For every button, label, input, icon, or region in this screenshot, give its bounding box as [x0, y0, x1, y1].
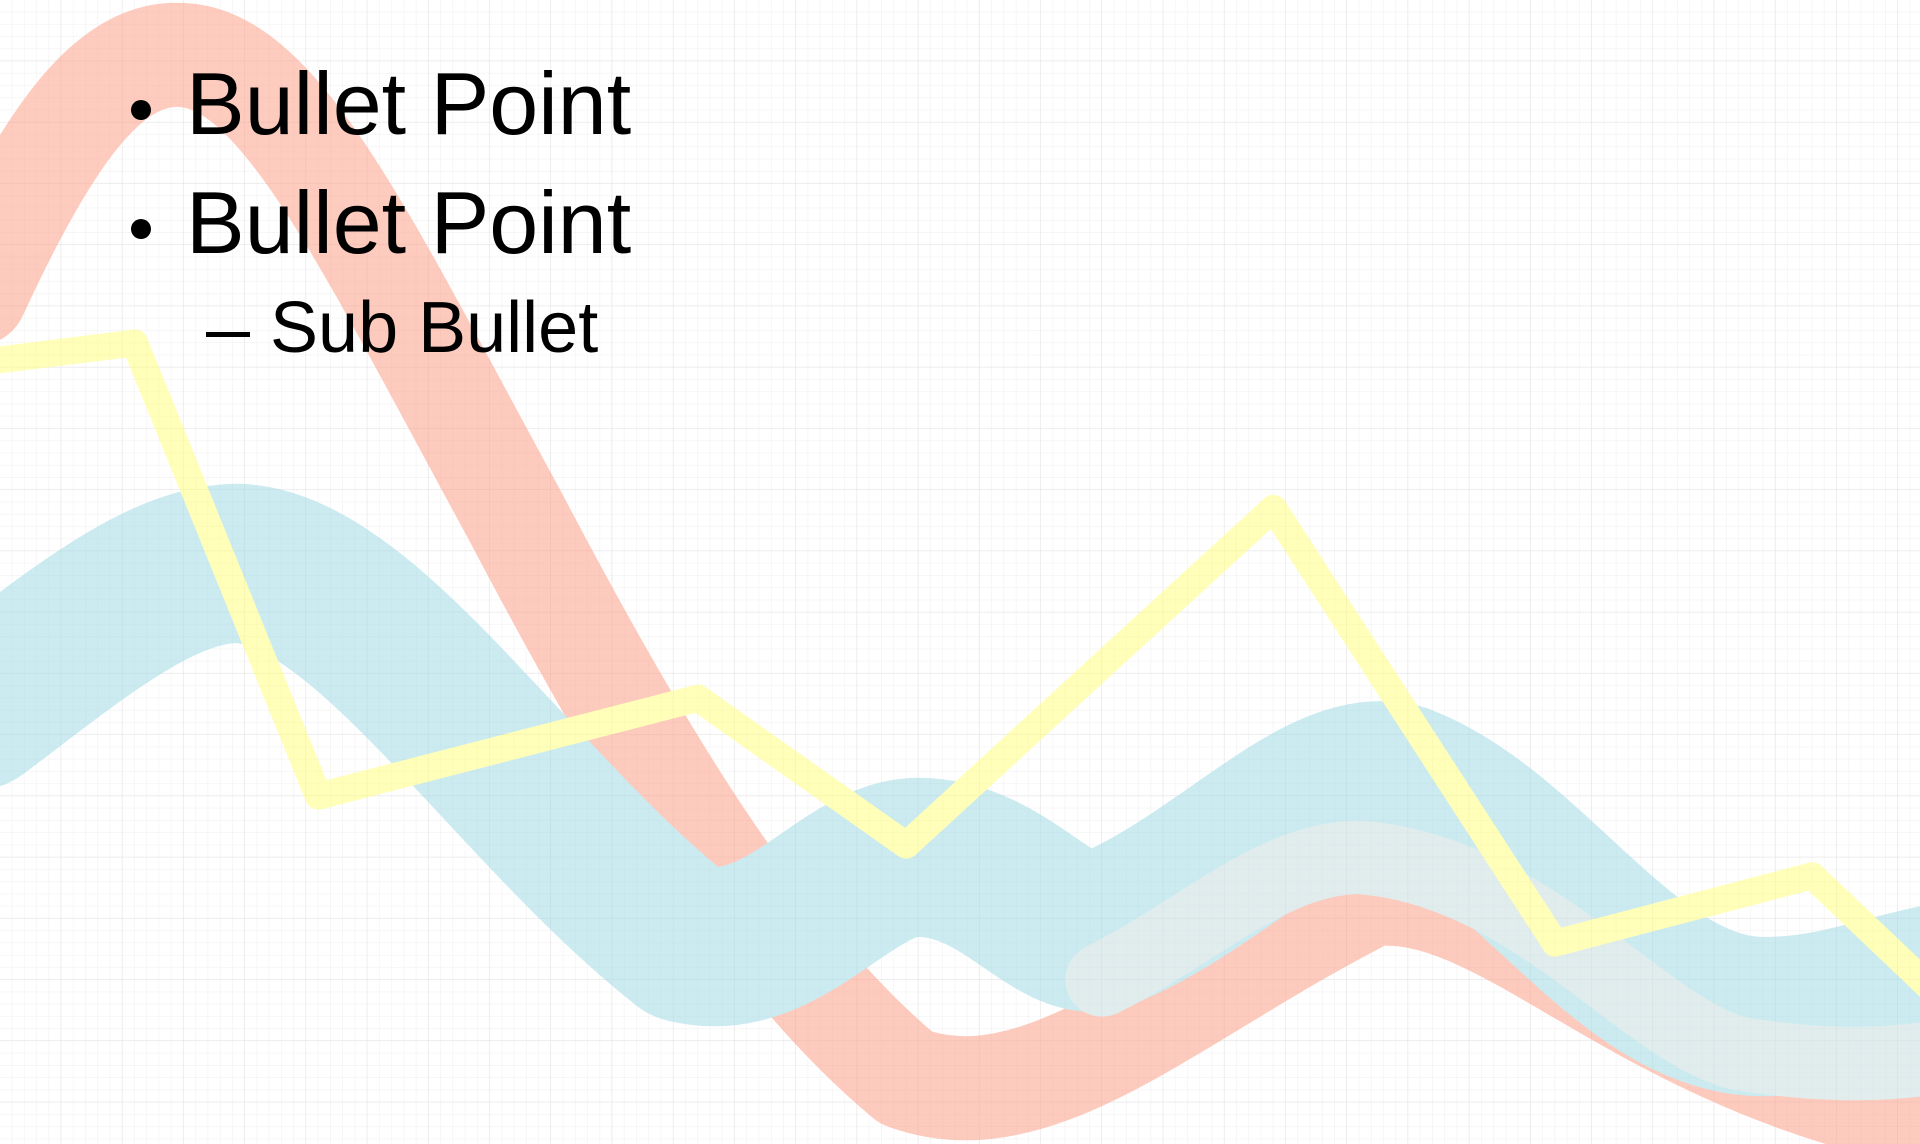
- sub-bullet: Sub Bullet: [270, 292, 598, 364]
- sub-bullet-text: Sub Bullet: [270, 288, 598, 368]
- sub-bullet-marker: [206, 332, 250, 337]
- bullet-marker: [131, 100, 151, 120]
- bullet-text: Bullet Point: [186, 173, 631, 272]
- slide: Bullet PointBullet PointSub Bullet (() =…: [0, 0, 1920, 1144]
- bullet: Bullet Point: [186, 60, 631, 148]
- bullet-text: Bullet Point: [186, 54, 631, 153]
- bullet-marker: [131, 219, 151, 239]
- bullet: Bullet Point: [186, 179, 631, 267]
- content: Bullet Point Bullet Point Sub Bullet: [0, 0, 1920, 1144]
